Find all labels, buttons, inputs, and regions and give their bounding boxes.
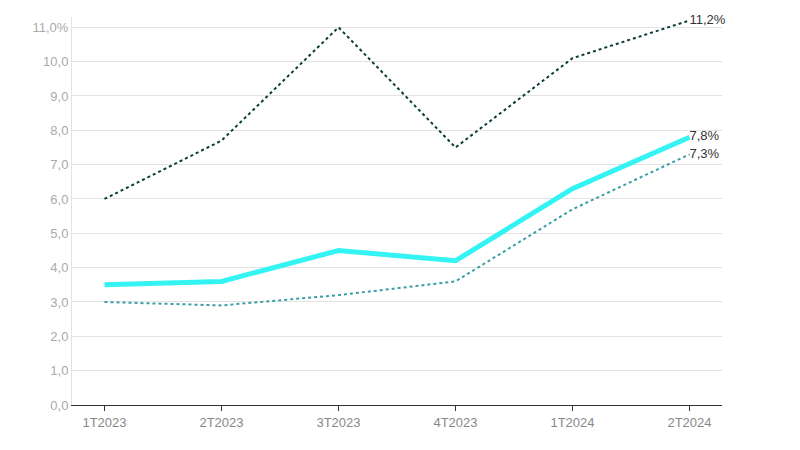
svg-text:3,0: 3,0 bbox=[50, 295, 68, 310]
svg-text:4T2023: 4T2023 bbox=[433, 415, 477, 430]
svg-text:7,0: 7,0 bbox=[50, 157, 68, 172]
svg-text:1T2023: 1T2023 bbox=[82, 415, 126, 430]
svg-text:1T2024: 1T2024 bbox=[550, 415, 594, 430]
svg-text:11,0%: 11,0% bbox=[32, 20, 68, 35]
svg-text:7,8%: 7,8% bbox=[690, 128, 720, 143]
svg-text:9,0: 9,0 bbox=[50, 89, 68, 104]
svg-text:3T2023: 3T2023 bbox=[316, 415, 360, 430]
svg-text:4,0: 4,0 bbox=[50, 260, 68, 275]
svg-text:7,3%: 7,3% bbox=[690, 146, 720, 161]
svg-text:10,0: 10,0 bbox=[43, 54, 68, 69]
svg-text:6,0: 6,0 bbox=[50, 192, 68, 207]
svg-text:2T2023: 2T2023 bbox=[199, 415, 243, 430]
svg-text:0,0: 0,0 bbox=[50, 398, 68, 413]
svg-text:5,0: 5,0 bbox=[50, 226, 68, 241]
svg-text:8,0: 8,0 bbox=[50, 123, 68, 138]
svg-text:2T2024: 2T2024 bbox=[667, 415, 711, 430]
svg-text:2,0: 2,0 bbox=[50, 329, 68, 344]
svg-text:11,2%: 11,2% bbox=[690, 12, 726, 27]
svg-text:1,0: 1,0 bbox=[50, 363, 68, 378]
